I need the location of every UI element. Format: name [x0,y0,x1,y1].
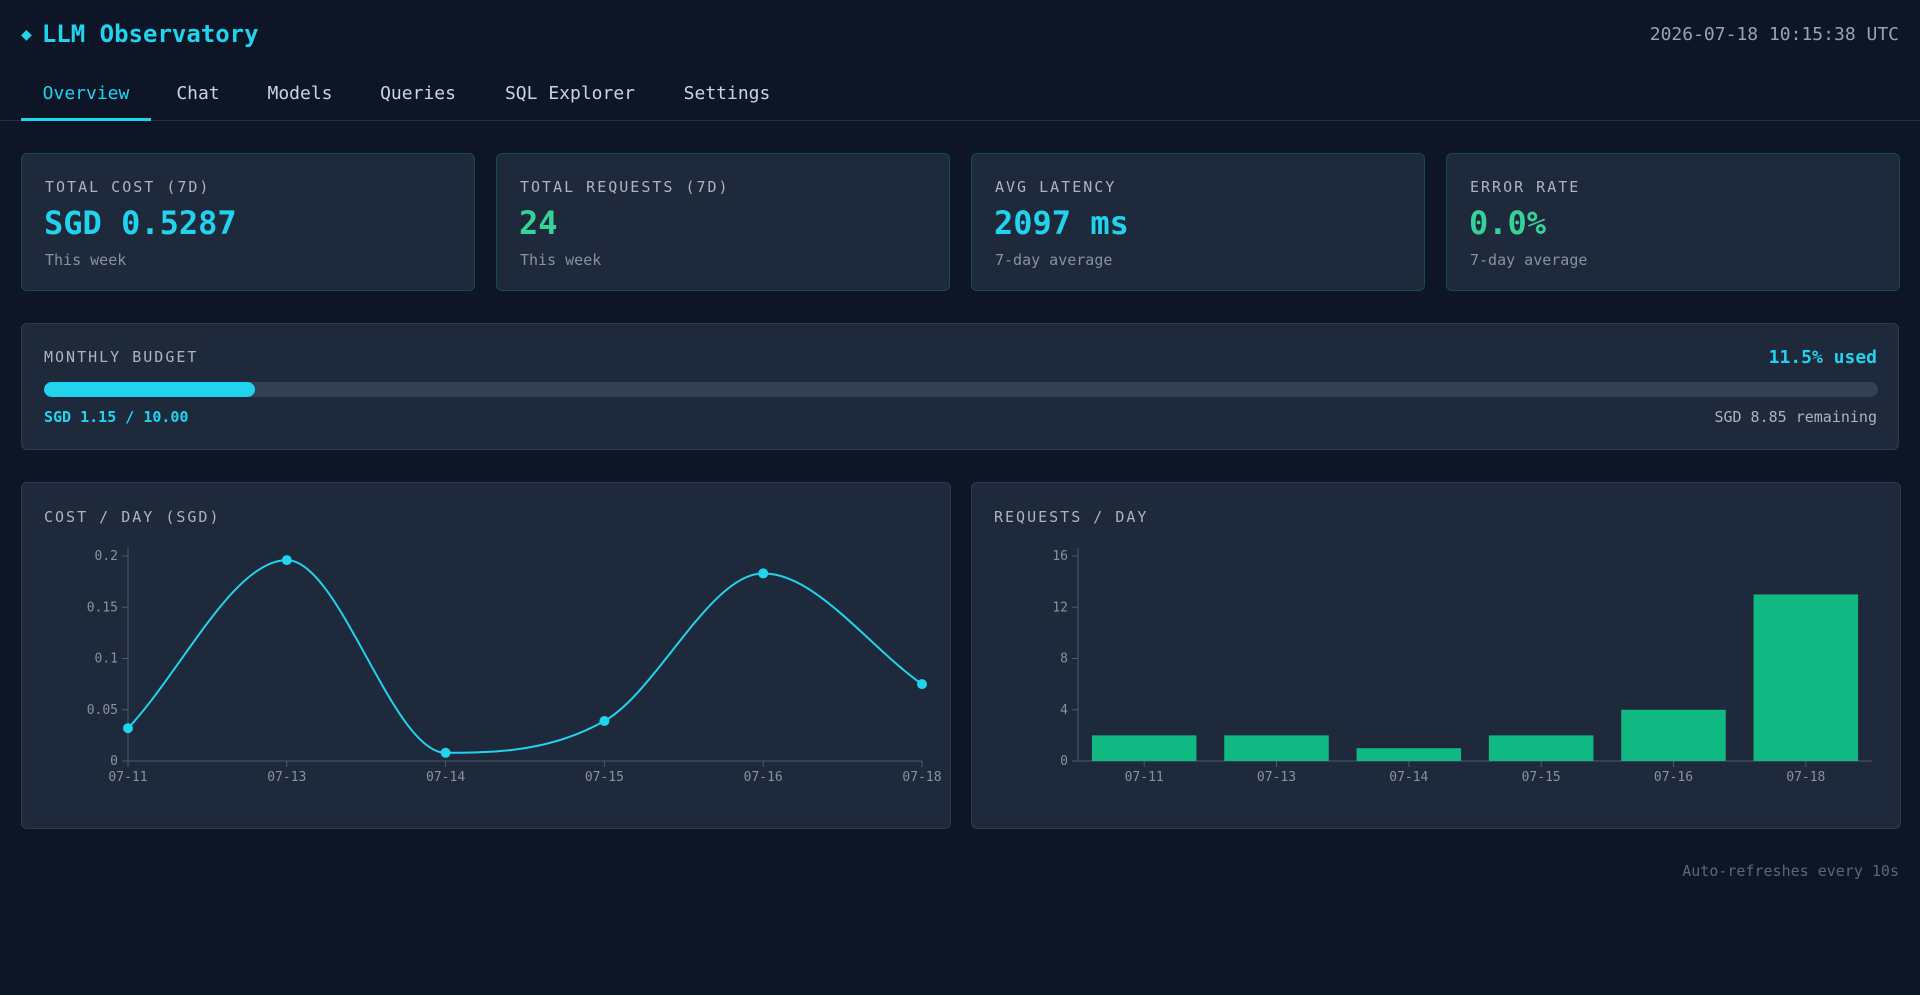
x-tick-label: 07-13 [1257,770,1296,785]
data-point [599,716,610,727]
y-tick-label: 0.15 [87,600,118,615]
data-point [281,555,292,566]
x-tick-label: 07-14 [426,770,465,785]
kpi-label: TOTAL REQUESTS (7D) [520,178,730,196]
x-tick-label: 07-15 [585,770,624,785]
x-tick-label: 07-15 [1522,770,1561,785]
cost-series-line [127,559,923,754]
chart-title: COST / DAY (SGD) [44,508,221,526]
budget-remaining: SGD 8.85 remaining [1714,408,1877,426]
kpi-subtext: This week [45,251,127,269]
y-tick-label: 0.2 [95,549,118,564]
kpi-total-requests: TOTAL REQUESTS (7D) 24 This week [496,153,950,291]
tab-settings[interactable]: Settings [683,83,771,104]
x-tick-label: 07-16 [1654,770,1693,785]
x-tick-label: 07-18 [902,770,941,785]
budget-label: MONTHLY BUDGET [44,348,199,366]
y-tick-label: 12 [1052,600,1068,615]
tab-bar: Overview Chat Models Queries SQL Explore… [0,70,1920,121]
y-tick-label: 0.05 [87,703,118,718]
kpi-value: SGD 0.5287 [44,204,237,242]
kpi-error-rate: ERROR RATE 0.0% 7-day average [1446,153,1900,291]
data-point [440,747,451,758]
x-tick-label: 07-11 [1125,770,1164,785]
tab-sql-explorer[interactable]: SQL Explorer [504,83,636,104]
data-point [917,679,927,690]
bar [1356,748,1462,761]
kpi-value: 2097 ms [994,204,1129,242]
y-tick-label: 8 [1060,652,1068,667]
requests-bar-chart: 0 4 8 12 16 07-11 07-13 07-14 07-15 07-16 07-18 [1052,548,1872,785]
bar [1753,594,1859,761]
budget-used-percent: 11.5% used [1768,347,1877,368]
data-point [123,723,133,734]
monthly-budget-card: MONTHLY BUDGET 11.5% used SGD 1.15 / 10.… [21,323,1899,450]
tab-chat[interactable]: Chat [176,83,220,104]
budget-progress-fill [44,382,255,397]
kpi-label: TOTAL COST (7D) [45,178,211,196]
kpi-value: 24 [519,204,558,242]
app-header: ◆ LLM Observatory 2026-07-18 10:15:38 UT… [0,0,1920,68]
kpi-subtext: 7-day average [995,251,1113,269]
auto-refresh-note: Auto-refreshes every 10s [1682,862,1899,880]
data-point [758,568,769,579]
y-tick-label: 4 [1060,703,1068,718]
y-tick-label: 0 [1060,754,1068,769]
cost-per-day-chart-card: COST / DAY (SGD) 0 0.05 0.1 0.15 0.2 07-11 07-… [21,482,951,829]
requests-per-day-chart-card: REQUESTS / DAY 0 4 8 12 16 07-11 07-13 07-14 07-… [971,482,1901,829]
y-tick-label: 16 [1052,549,1068,564]
y-tick-label: 0.1 [95,652,118,667]
bar [1488,735,1594,761]
x-tick-label: 07-18 [1786,770,1825,785]
kpi-total-cost: TOTAL COST (7D) SGD 0.5287 This week [21,153,475,291]
app-brand[interactable]: ◆ LLM Observatory [21,20,259,48]
x-tick-label: 07-16 [744,770,783,785]
budget-progress-track [44,382,1878,397]
tab-overview[interactable]: Overview [21,70,151,121]
chart-title: REQUESTS / DAY [994,508,1149,526]
bar [1621,709,1726,761]
budget-spent: SGD 1.15 / 10.00 [44,408,189,426]
x-tick-label: 07-13 [267,770,306,785]
kpi-avg-latency: AVG LATENCY 2097 ms 7-day average [971,153,1425,291]
tab-queries[interactable]: Queries [380,83,456,104]
kpi-subtext: This week [520,251,602,269]
clock: 2026-07-18 10:15:38 UTC [1649,24,1899,45]
bar [1091,735,1197,761]
cost-line-chart: 0 0.05 0.1 0.15 0.2 07-11 07-13 07-14 07-15 07-16… [87,548,942,785]
diamond-icon: ◆ [21,23,32,45]
kpi-label: AVG LATENCY [995,178,1117,196]
kpi-label: ERROR RATE [1470,178,1581,196]
x-tick-label: 07-14 [1389,770,1428,785]
kpi-subtext: 7-day average [1470,251,1588,269]
y-tick-label: 0 [110,754,118,769]
app-title: LLM Observatory [41,20,259,48]
kpi-value: 0.0% [1469,204,1547,242]
tab-models[interactable]: Models [267,83,333,104]
x-tick-label: 07-11 [108,770,147,785]
bar [1224,735,1329,761]
